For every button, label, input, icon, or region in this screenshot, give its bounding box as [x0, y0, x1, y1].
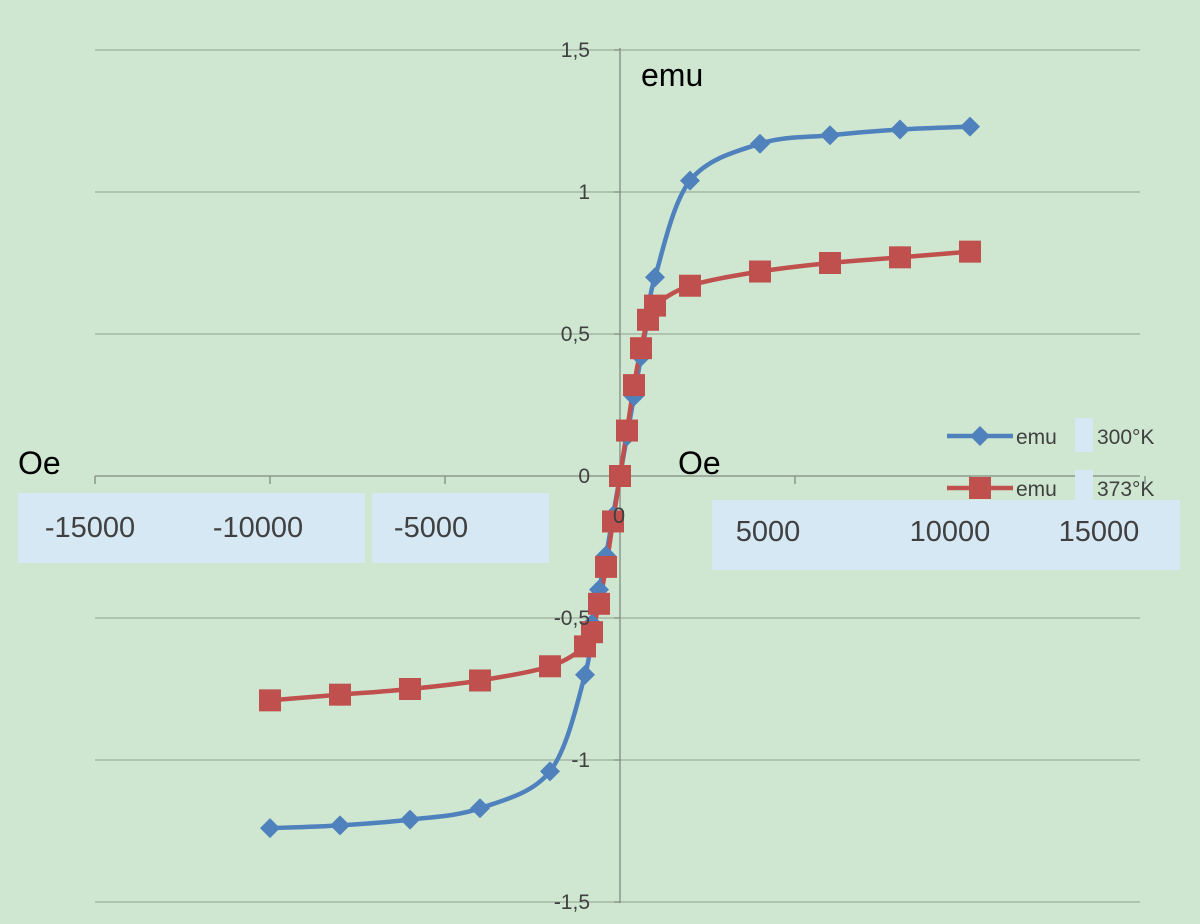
y-axis-label: emu [641, 57, 703, 93]
legend-marker [969, 477, 991, 499]
y-tick-label: -1,5 [554, 891, 590, 914]
legend-series-name: emu [1016, 478, 1057, 501]
data-point [820, 125, 840, 146]
data-point [588, 592, 610, 615]
data-point [470, 798, 490, 819]
data-point [889, 246, 911, 269]
legend-series-name: emu [1016, 426, 1057, 449]
y-tick-label: -0,5 [554, 607, 590, 630]
data-point [679, 274, 701, 297]
data-point [645, 267, 665, 288]
data-point [749, 260, 771, 283]
x-tick-label: -15000 [45, 512, 135, 544]
x-axis-label: Oe [678, 445, 721, 481]
x-tick-label-background [712, 500, 1180, 570]
data-point [959, 240, 981, 263]
y-tick-label: 0,5 [561, 323, 590, 346]
data-point [602, 510, 624, 533]
x-tick-label: -10000 [213, 512, 303, 544]
data-point [960, 116, 980, 137]
x-tick-label: 15000 [1059, 516, 1140, 548]
data-point [469, 669, 491, 692]
data-point [630, 337, 652, 360]
legend-label-background [1075, 470, 1093, 504]
y-tick-label: 0 [578, 465, 590, 488]
data-point [609, 465, 631, 487]
y-tick-label: 1,5 [561, 39, 590, 62]
x-tick-label-background [372, 493, 549, 563]
data-point [330, 815, 350, 836]
x-tick-label: 0 [613, 503, 625, 528]
x-tick-label: 5000 [736, 516, 801, 548]
data-point [616, 419, 638, 442]
y-tick-label: 1 [578, 181, 590, 204]
data-point [750, 133, 770, 154]
legend-series-label: 373°K [1097, 478, 1154, 501]
data-point [260, 818, 280, 839]
data-point [259, 689, 281, 712]
data-point [399, 678, 421, 700]
legend-label-background [1075, 418, 1093, 452]
legend-series-label: 300°K [1097, 426, 1154, 449]
data-point [575, 664, 595, 685]
data-point [539, 655, 561, 678]
x-tick-label: -5000 [394, 512, 468, 544]
y-tick-label: -1 [571, 749, 590, 772]
data-point [890, 119, 910, 140]
data-point [819, 252, 841, 274]
legend-marker [970, 426, 990, 446]
x-axis-label-left: Oe [18, 445, 61, 481]
data-point [581, 621, 603, 644]
data-point [595, 555, 617, 578]
data-point [329, 683, 351, 706]
data-point [623, 374, 645, 397]
data-point [540, 761, 560, 782]
data-point [644, 294, 666, 317]
data-point [680, 170, 700, 191]
x-tick-label: 10000 [910, 516, 991, 548]
x-tick-label-background [18, 493, 365, 563]
data-point [400, 809, 420, 830]
